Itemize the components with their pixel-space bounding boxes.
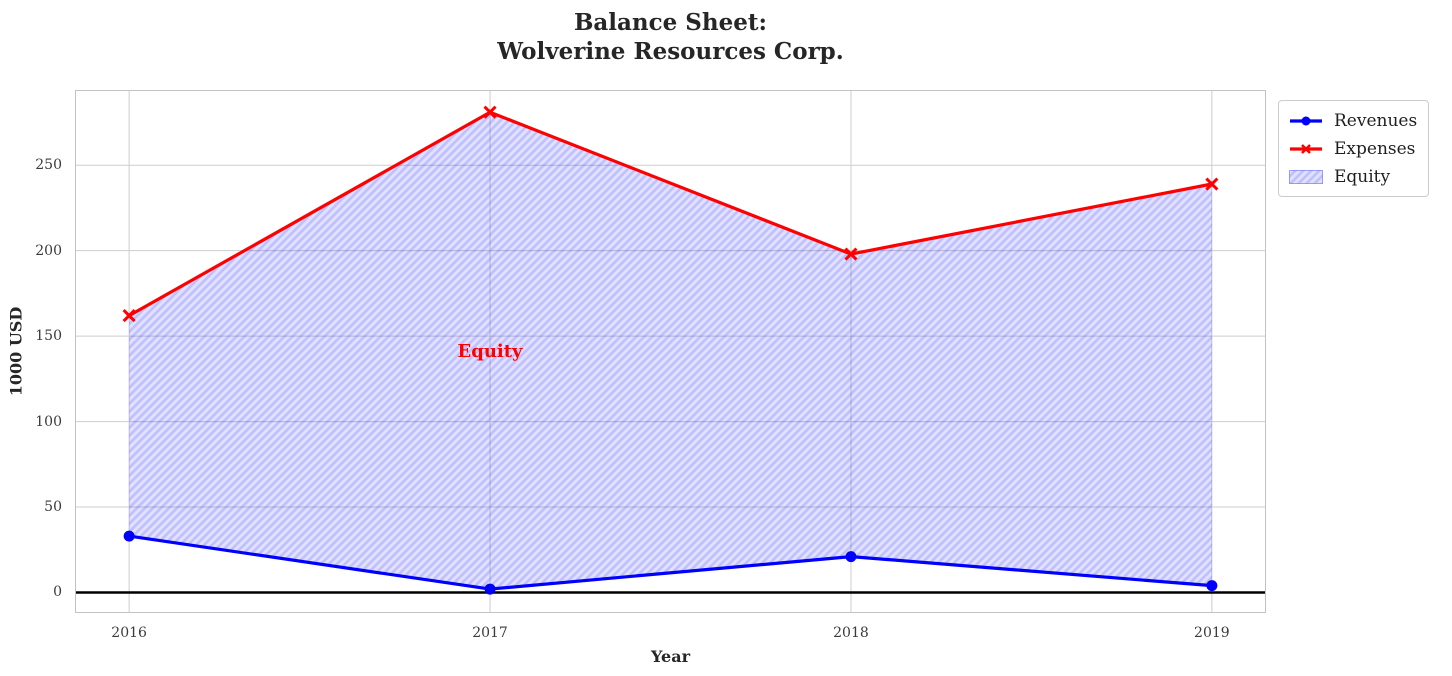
legend-item-expenses: Expenses [1289, 136, 1417, 161]
revenues-marker [1206, 580, 1218, 592]
legend-label: Equity [1334, 166, 1391, 187]
legend-swatch-equity-icon [1289, 169, 1323, 184]
y-tick-label: 200 [35, 242, 62, 259]
expenses-line [127, 110, 1214, 318]
plot-area [75, 90, 1266, 613]
revenues-marker [845, 551, 857, 563]
plot-border [75, 90, 1266, 613]
legend-label: Revenues [1334, 110, 1418, 131]
expenses-marker [483, 105, 497, 119]
equity-fill [129, 112, 1212, 590]
y-axis-label: 1000 USD [6, 306, 26, 397]
y-tick-label: 250 [35, 157, 62, 174]
equity-annotation: Equity [457, 340, 523, 362]
revenues-line [127, 534, 1214, 591]
chart-title: Balance Sheet: Wolverine Resources Corp. [75, 8, 1266, 66]
y-tick-label: 150 [35, 328, 62, 345]
x-tick-label: 2018 [833, 625, 869, 641]
revenues-marker [484, 583, 496, 595]
revenues-marker [123, 530, 135, 542]
legend-swatch-expenses-icon [1290, 143, 1322, 154]
legend-item-revenues: Revenues [1289, 108, 1417, 133]
legend-swatch-revenues-icon [1290, 116, 1322, 125]
x-axis-label: Year [650, 647, 690, 666]
y-tick-label: 50 [44, 499, 62, 516]
expenses-marker [844, 247, 858, 261]
y-tick-label: 100 [35, 413, 62, 430]
y-tick-label: 0 [53, 584, 62, 601]
legend-item-equity: Equity [1289, 164, 1417, 189]
expenses-marker [1205, 177, 1219, 191]
expenses-marker [122, 309, 136, 323]
legend: Revenues Expenses Equity [1278, 100, 1430, 197]
x-tick-label: 2019 [1194, 625, 1230, 641]
chart-title-line1: Balance Sheet: [573, 9, 768, 36]
x-tick-label: 2016 [111, 625, 147, 641]
x-tick-label: 2017 [472, 625, 508, 641]
chart-title-line2: Wolverine Resources Corp. [497, 38, 844, 65]
legend-label: Expenses [1334, 138, 1416, 159]
